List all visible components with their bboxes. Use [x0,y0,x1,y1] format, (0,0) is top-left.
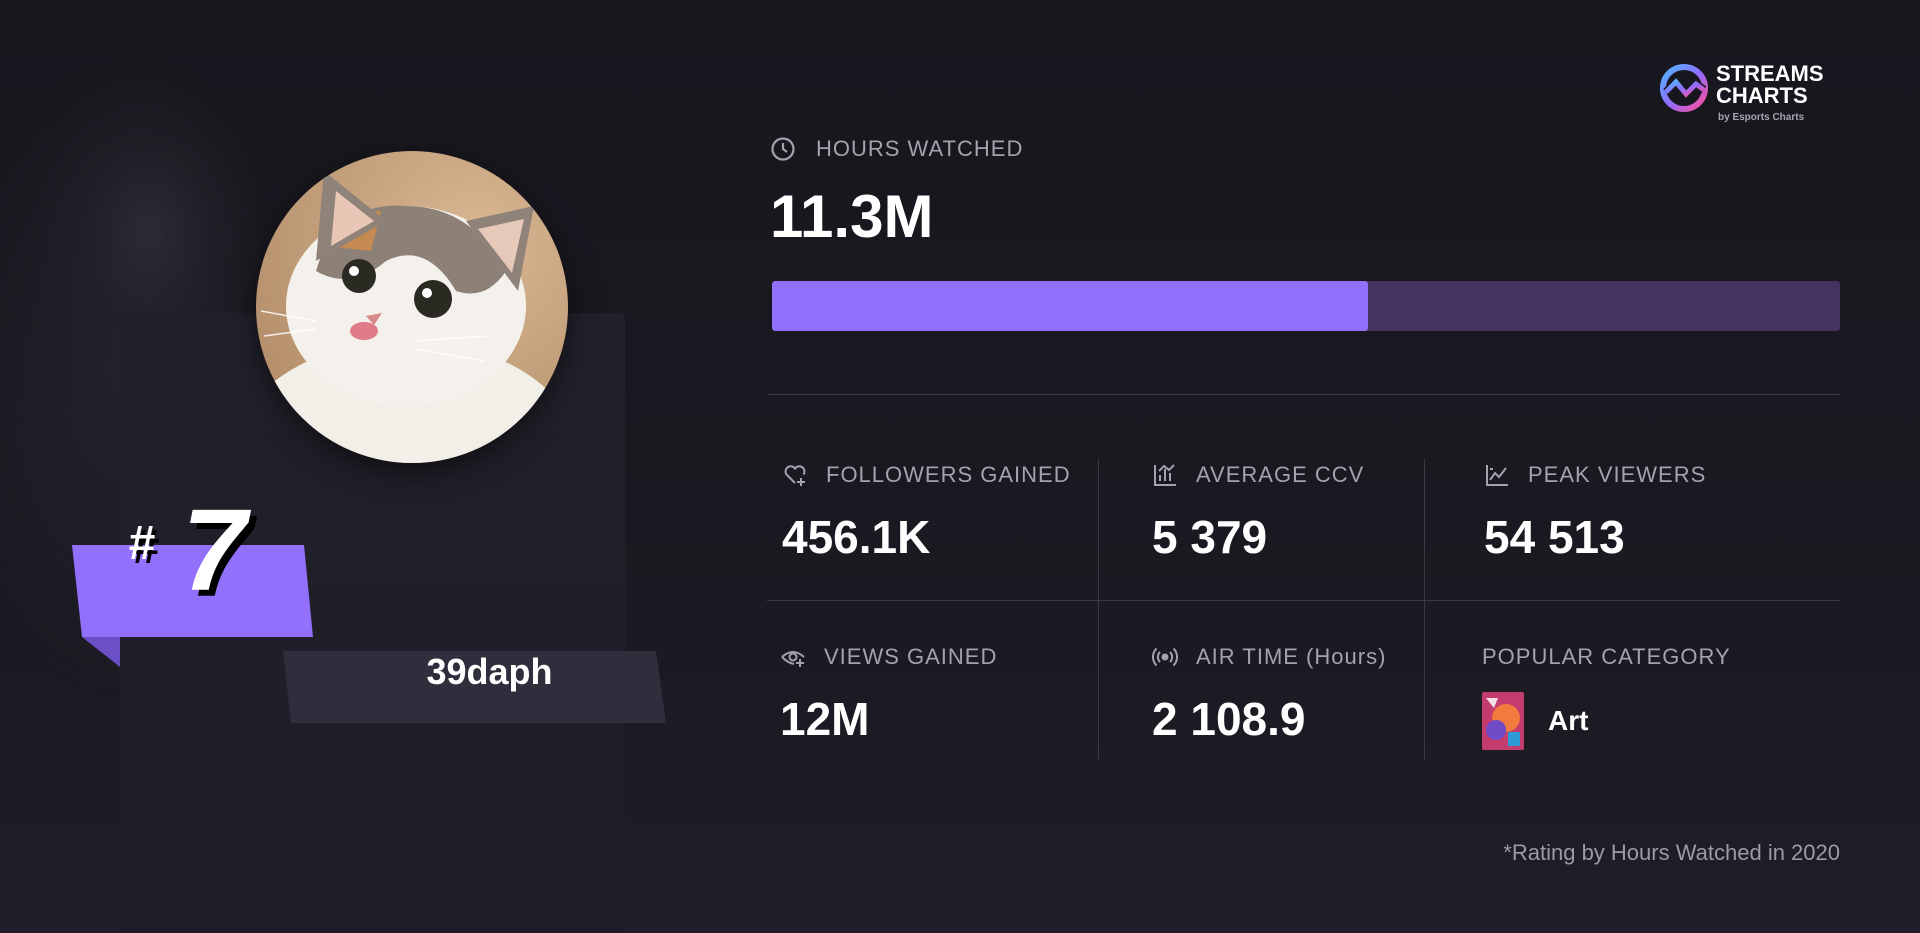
streams-charts-logo-icon [1660,64,1708,112]
broadcast-icon [1152,647,1178,667]
peak-viewers-value: 54 513 [1484,511,1625,563]
heart-plus-icon [784,465,806,486]
hours-watched-bar-fill [772,281,1368,331]
line-chart-icon [1486,465,1508,486]
air-time-value: 2 108.9 [1152,693,1306,745]
popular-category-name: Art [1548,705,1589,736]
views-gained-value: 12M [780,693,870,745]
air-time-label: AIR TIME (Hours) [1196,644,1387,669]
grid-divider-horizontal [767,600,1840,601]
cat-avatar [256,151,568,463]
stat-popular-category: POPULAR CATEGORY Art [1482,644,1731,750]
hours-watched-value: 11.3M [770,183,934,250]
hours-watched-header: HOURS WATCHED [770,136,1023,162]
followers-gained-value: 456.1K [782,511,931,563]
followers-gained-label: FOLLOWERS GAINED [826,462,1071,487]
hours-watched-bar [772,281,1840,331]
art-category-thumbnail [1482,692,1524,750]
rank-number: 7 [182,485,247,615]
average-ccv-label: AVERAGE CCV [1196,462,1365,487]
streamer-name: 39daph [426,651,553,692]
stat-peak-viewers: PEAK VIEWERS 54 513 [1484,462,1706,564]
streamer-name-banner [283,651,666,723]
views-gained-label: VIEWS GAINED [824,644,998,669]
average-ccv-value: 5 379 [1152,511,1268,563]
rank-banner [72,545,313,667]
grid-divider-vertical-1 [1098,459,1099,760]
clock-icon [771,137,795,161]
peak-viewers-label: PEAK VIEWERS [1528,462,1707,487]
rank-hash-symbol: # [128,517,155,570]
stat-average-ccv: AVERAGE CCV 5 379 [1152,462,1364,564]
logo-subtitle: by Esports Charts [1718,112,1805,123]
eye-plus-icon [781,651,805,667]
logo-title: STREAMS CHARTS [1716,61,1824,108]
stat-air-time: AIR TIME (Hours) 2 108.9 [1152,644,1386,746]
streams-charts-logo: STREAMS CHARTS by Esports Charts [1658,62,1843,128]
hours-watched-label: HOURS WATCHED [816,136,1024,161]
grid-divider-vertical-2 [1424,459,1425,760]
bar-chart-icon [1154,464,1176,486]
section-divider [767,394,1840,395]
stat-views-gained: VIEWS GAINED 12M [780,644,997,746]
popular-category-label: POPULAR CATEGORY [1482,644,1731,669]
rating-footnote: *Rating by Hours Watched in 2020 [1503,840,1840,865]
stat-followers-gained: FOLLOWERS GAINED 456.1K [782,462,1071,564]
